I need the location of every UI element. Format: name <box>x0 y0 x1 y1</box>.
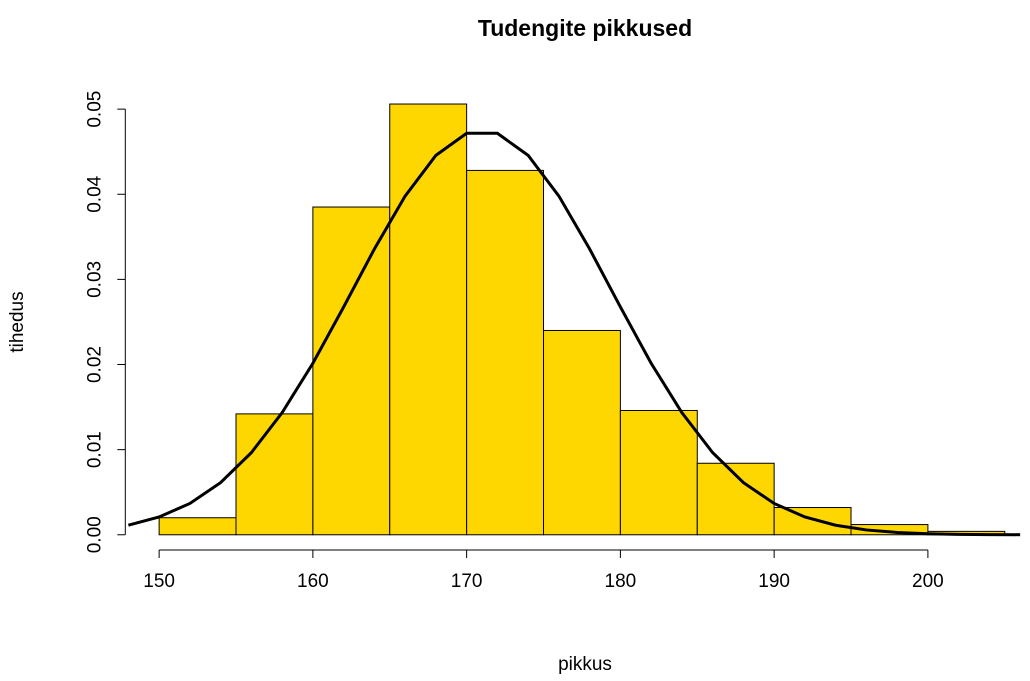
y-tick-label: 0.02 <box>84 346 105 383</box>
bar <box>466 169 545 536</box>
chart-title: Tudengite pikkused <box>478 15 692 41</box>
bar <box>312 206 391 536</box>
x-axis-label: pikkus <box>558 654 612 675</box>
y-tick-label: 0.00 <box>84 516 105 553</box>
bar <box>773 507 852 536</box>
y-axis-label: tihedus <box>7 291 28 352</box>
y-tick-label: 0.05 <box>84 91 105 128</box>
x-tick-label: 150 <box>143 571 175 592</box>
bar <box>619 409 698 536</box>
x-tick-label: 180 <box>605 571 637 592</box>
y-tick-label: 0.01 <box>84 431 105 468</box>
x-tick-label: 160 <box>297 571 329 592</box>
bar <box>543 329 621 536</box>
y-tick-label: 0.03 <box>84 261 105 298</box>
x-tick-label: 200 <box>912 571 944 592</box>
y-tick-label: 0.04 <box>84 175 105 212</box>
bar <box>389 103 468 536</box>
x-tick-label: 190 <box>758 571 790 592</box>
x-tick-label: 170 <box>451 571 483 592</box>
bar <box>235 413 314 536</box>
bar <box>158 517 237 536</box>
density-curve <box>127 131 1021 537</box>
bar <box>850 524 929 536</box>
